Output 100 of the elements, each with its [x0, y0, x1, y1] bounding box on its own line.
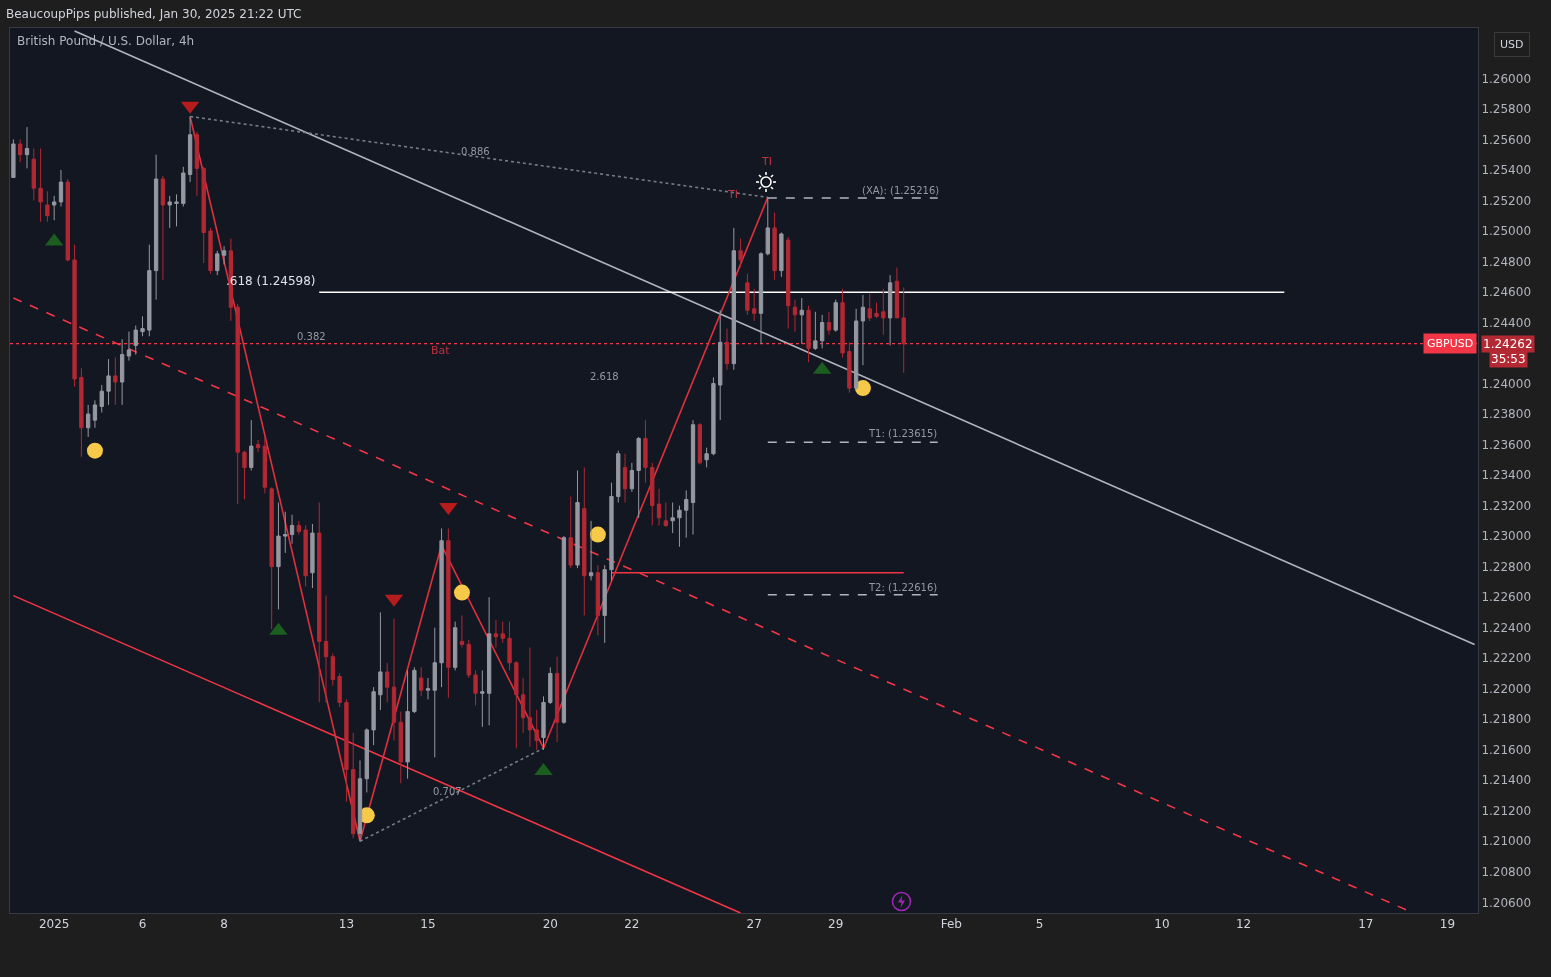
candlestick [113, 357, 118, 406]
candlestick [500, 621, 505, 644]
candlestick [466, 639, 471, 679]
candlestick [670, 502, 675, 534]
candlestick [554, 656, 560, 743]
candlestick [52, 195, 57, 221]
candlestick [153, 154, 159, 301]
y-tick-label: 1.23000 [1481, 529, 1532, 544]
candlestick [242, 450, 247, 500]
candlestick [11, 138, 16, 179]
candlestick [568, 495, 573, 569]
x-tick-label: 15 [420, 917, 436, 932]
candlestick [459, 614, 465, 648]
candlestick [85, 404, 91, 438]
text: 1.24262 [1483, 337, 1533, 351]
annotation: TI [727, 188, 738, 201]
candlestick [425, 677, 431, 700]
y-tick-label: 1.21400 [1481, 773, 1532, 788]
candlestick [731, 227, 736, 371]
candlestick [527, 647, 533, 748]
candlestick [616, 450, 621, 504]
candlestick [514, 660, 519, 749]
x-tick-label: 12 [1235, 917, 1252, 932]
y-tick-label: 1.21800 [1481, 712, 1532, 727]
annotation: T2: (1.22616) [868, 582, 938, 593]
candlestick [99, 384, 104, 414]
candlestick [147, 244, 152, 337]
y-tick-label: 1.22800 [1481, 559, 1532, 574]
candlestick [697, 422, 702, 465]
candlestick [187, 116, 193, 183]
candlestick [432, 627, 437, 758]
candlestick [493, 619, 499, 648]
annotation: 0.707 [433, 786, 462, 797]
candlestick [398, 711, 403, 784]
y-tick-label: 1.23400 [1481, 468, 1532, 483]
candlestick [283, 511, 288, 554]
candlestick [92, 399, 98, 429]
candlestick [58, 169, 64, 208]
candlestick [636, 436, 641, 519]
x-tick-label: 13 [338, 917, 355, 932]
y-tick-label: 1.24600 [1481, 285, 1532, 300]
candlestick [310, 523, 315, 589]
candlestick [480, 669, 485, 728]
candlestick [249, 419, 254, 471]
candlestick [269, 486, 274, 630]
candlestick [174, 193, 179, 227]
candlestick [650, 462, 655, 526]
candlestick [840, 288, 845, 359]
annotation: Bat [431, 344, 451, 357]
candlestick [724, 328, 730, 371]
point [86, 442, 103, 459]
candlestick [853, 308, 859, 391]
candlestick [663, 502, 669, 528]
candlestick [847, 341, 852, 394]
candlestick [439, 527, 444, 688]
candlestick [745, 273, 750, 316]
candlestick [330, 653, 335, 687]
y-tick-label: 1.20600 [1481, 895, 1532, 910]
y-tick-label: 1.24800 [1481, 254, 1532, 269]
candlestick [806, 305, 811, 363]
candlestick [690, 419, 696, 536]
y-tick-label: 1.26000 [1481, 71, 1532, 86]
candlestick [486, 596, 492, 726]
candlestick [548, 666, 553, 705]
candlestick [887, 274, 893, 346]
candlestick [419, 666, 424, 697]
candlestick [18, 138, 23, 163]
candlestick [765, 196, 770, 256]
candlestick [819, 314, 825, 349]
candlestick [378, 611, 383, 711]
candlestick [813, 311, 818, 351]
candlestick [629, 462, 635, 493]
candlestick [656, 488, 662, 526]
y-tick-label: 1.24400 [1481, 315, 1532, 330]
annotation: (XA): (1.25216) [862, 185, 940, 196]
candlestick [181, 166, 186, 208]
candlestick [337, 672, 342, 708]
candlestick [106, 358, 111, 406]
x-tick-label: 29 [828, 917, 844, 932]
candlestick [643, 419, 648, 484]
candlestick [208, 227, 213, 275]
candlestick [874, 302, 879, 319]
candlestick [194, 131, 200, 197]
candlestick [446, 527, 451, 699]
candlestick [79, 367, 84, 458]
point [854, 380, 871, 397]
y-tick-label: 1.25400 [1481, 163, 1532, 178]
candlestick [772, 212, 777, 281]
candlestick [405, 669, 410, 780]
y-tick-label: 1.22400 [1481, 620, 1532, 635]
annotation: TI [761, 155, 772, 168]
x-tick-label: 8 [220, 917, 228, 932]
ref-line-label: GBPUSD [1427, 337, 1474, 350]
annotation: 2.618 [590, 371, 619, 382]
point [453, 584, 470, 601]
candlestick [38, 148, 43, 223]
candlestick [133, 325, 138, 356]
y-tick-label: 1.23800 [1481, 407, 1532, 422]
y-tick-label: 1.25800 [1481, 102, 1532, 117]
candlestick [364, 727, 369, 793]
